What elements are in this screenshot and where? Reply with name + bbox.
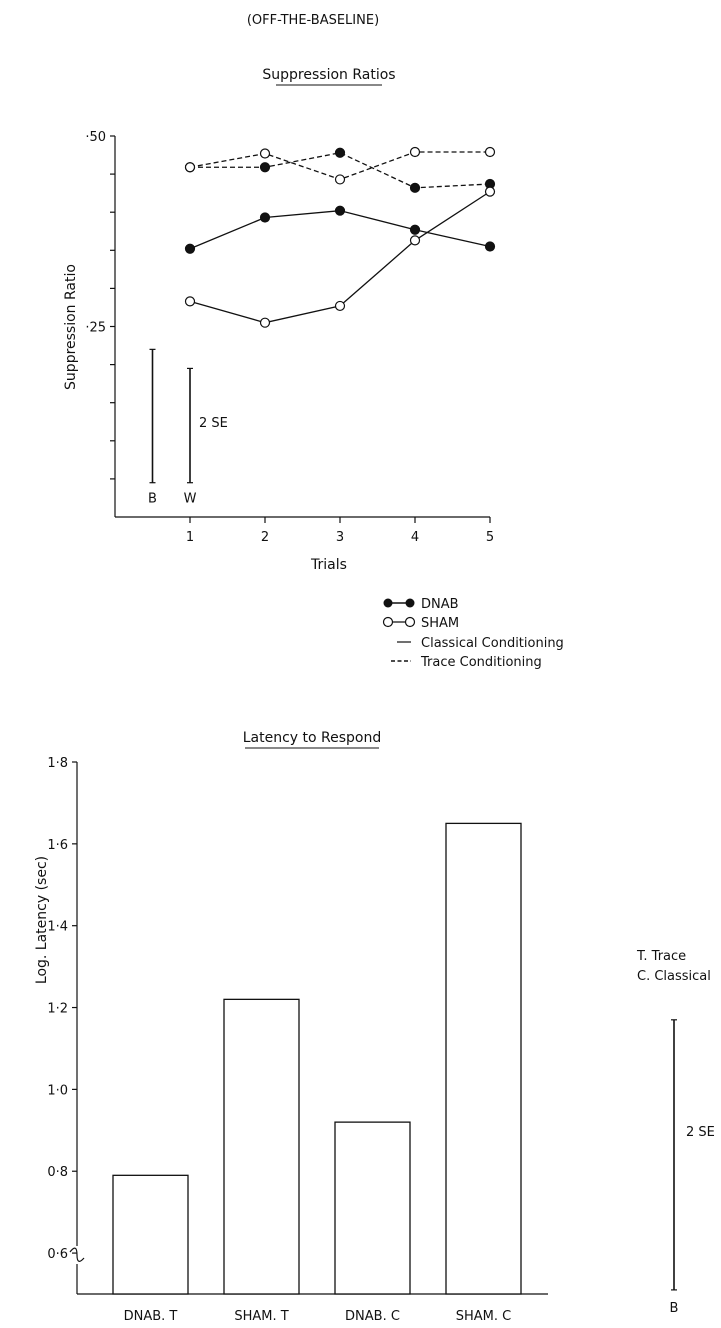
chart2-ylabel: Log. Latency (sec)	[34, 856, 50, 984]
chart2-bars	[112, 822, 522, 1295]
point-sham-trace	[259, 148, 271, 159]
page-header: (OFF-THE-BASELINE)	[247, 13, 379, 28]
legend-open-marker	[382, 616, 394, 628]
error-bar-label: W	[184, 492, 197, 507]
point-sham-classical	[334, 300, 346, 312]
chart2-y-ticks: 1·8 1·6 1·4 1·2 1·0 0·8 0·6	[47, 756, 77, 1262]
error-bar-label: B	[148, 492, 157, 507]
y-tick-label: ·50	[85, 130, 106, 145]
x-tick-label: 3	[336, 530, 344, 545]
point-sham-classical	[184, 296, 196, 307]
point-sham-classical	[484, 186, 496, 197]
point-dnab-classical	[184, 243, 196, 254]
legend-filled-marker	[405, 598, 415, 608]
legend-open-marker	[404, 616, 416, 628]
point-dnab-classical	[409, 224, 421, 235]
key-classical: C. Classical	[637, 969, 711, 984]
chart1-ylabel: Suppression Ratio	[63, 264, 79, 390]
suppression-ratio-chart: Suppression Ratios Suppression Ratio Tri…	[63, 67, 564, 670]
legend-label-classical: Classical Conditioning	[421, 636, 564, 651]
point-sham-classical	[259, 317, 271, 328]
legend-filled-marker	[383, 598, 393, 608]
point-dnab-classical	[484, 241, 496, 252]
legend-entry-dnab: DNAB	[383, 597, 459, 612]
point-sham-classical	[409, 235, 421, 246]
point-dnab-classical	[334, 205, 346, 216]
chart2-title: Latency to Respond	[243, 730, 382, 746]
point-dnab-classical	[259, 212, 271, 223]
chart2-category-labels: DNAB. T SHAM. T DNAB. C SHAM. C	[124, 1309, 512, 1324]
legend-label-dnab: DNAB	[421, 597, 459, 612]
chart1-xlabel: Trials	[310, 557, 347, 573]
chart1-legend: DNAB SHAM Classical Conditioning Trace C…	[382, 597, 564, 670]
point-dnab-trace	[409, 182, 421, 193]
x-tick-label: 2	[261, 530, 269, 545]
legend-entry-trace: Trace Conditioning	[391, 655, 542, 670]
legend-entry-sham: SHAM	[382, 616, 459, 631]
bar-sham-c	[445, 822, 522, 1295]
x-tick-label: 4	[411, 530, 419, 545]
point-sham-trace	[484, 146, 496, 158]
category-label: DNAB. T	[124, 1309, 178, 1324]
legend-label-trace: Trace Conditioning	[420, 655, 542, 670]
chart1-title: Suppression Ratios	[262, 67, 395, 83]
y-tick-label: 0·8	[47, 1165, 68, 1180]
legend-entry-classical: Classical Conditioning	[397, 636, 564, 651]
chart1-error-label: 2 SE	[199, 416, 228, 431]
y-tick-label: 1·8	[47, 756, 68, 771]
category-label: SHAM. C	[456, 1309, 511, 1324]
category-label: SHAM. T	[234, 1309, 288, 1324]
point-sham-trace	[184, 162, 196, 173]
point-sham-trace	[334, 174, 346, 185]
y-tick-label: 0·6	[47, 1247, 68, 1262]
y-tick-label: 1·2	[47, 1002, 68, 1017]
latency-chart: Latency to Respond Log. Latency (sec) 1·…	[34, 730, 715, 1324]
bar-dnab-c	[334, 1121, 411, 1295]
x-tick-label: 5	[486, 530, 494, 545]
point-sham-trace	[409, 146, 421, 158]
category-label: DNAB. C	[345, 1309, 400, 1324]
y-tick-label: ·25	[85, 321, 106, 336]
point-dnab-trace	[334, 147, 346, 158]
y-tick-label: 1·0	[47, 1083, 68, 1098]
series-line-dnab-classical	[189, 210, 491, 250]
legend-label-sham: SHAM	[421, 616, 459, 631]
chart1-y-ticks: ·50 ·25	[85, 130, 115, 480]
y-tick-label: 1·6	[47, 838, 68, 853]
chart2-error-label: 2 SE	[686, 1125, 715, 1140]
bar-dnab-t	[112, 1174, 189, 1295]
key-trace: T. Trace	[636, 949, 686, 964]
y-tick-label: 1·4	[47, 920, 68, 935]
chart1-points	[184, 146, 496, 328]
point-dnab-trace	[259, 162, 271, 173]
series-line-dnab-trace	[190, 152, 491, 189]
error-bar-label: B	[670, 1301, 679, 1316]
chart1-x-ticks: 1 2 3 4 5	[186, 517, 494, 545]
axis-break-mark	[69, 1247, 85, 1262]
x-tick-label: 1	[186, 530, 194, 545]
chart2-error-bar: B	[670, 1019, 679, 1316]
bar-sham-t	[223, 998, 300, 1295]
